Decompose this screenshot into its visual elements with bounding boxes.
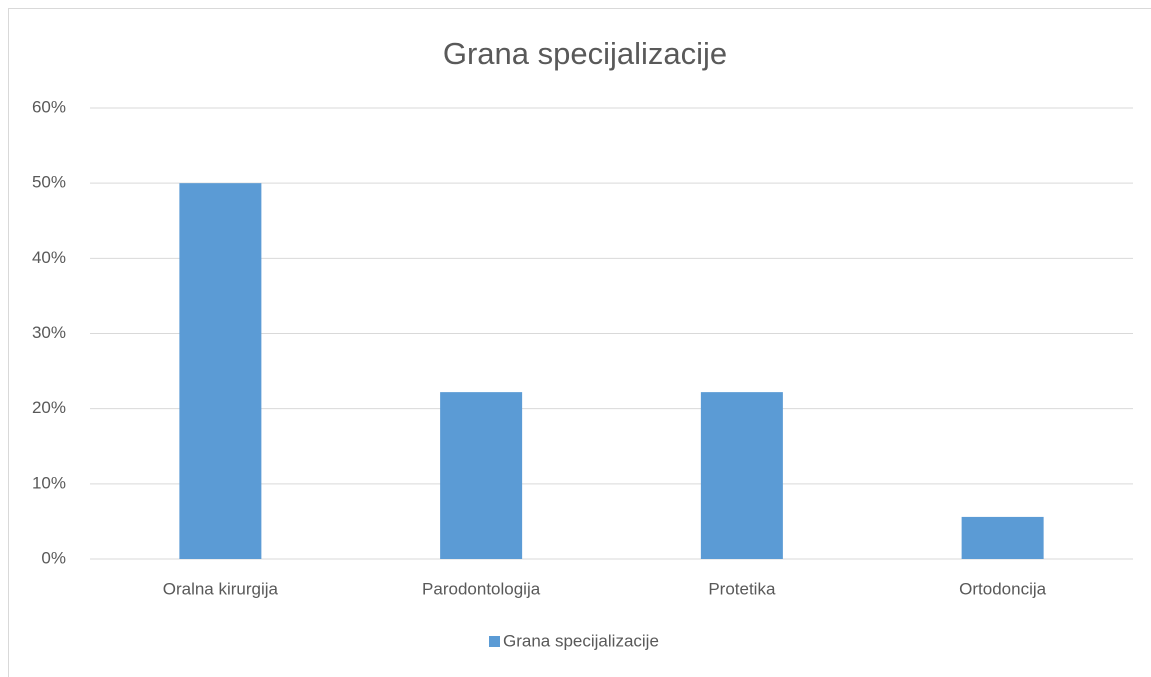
bar (440, 392, 523, 559)
x-tick-label: Ortodoncija (959, 579, 1046, 598)
legend-swatch (489, 636, 500, 647)
y-tick-label: 50% (32, 173, 66, 192)
legend-label: Grana specijalizacije (503, 631, 659, 650)
x-tick-label: Protetika (708, 579, 776, 598)
bar (179, 183, 262, 559)
y-tick-label: 30% (32, 323, 66, 342)
bar (700, 392, 783, 559)
y-tick-label: 10% (32, 473, 66, 492)
y-tick-label: 60% (32, 97, 66, 116)
x-tick-label: Oralna kirurgija (163, 579, 279, 598)
y-tick-label: 40% (32, 248, 66, 267)
bar (961, 516, 1044, 559)
y-tick-label: 20% (32, 398, 66, 417)
x-tick-label: Parodontologija (422, 579, 541, 598)
chart-title: Grana specijalizacije (443, 36, 727, 71)
y-tick-label: 0% (41, 548, 66, 567)
